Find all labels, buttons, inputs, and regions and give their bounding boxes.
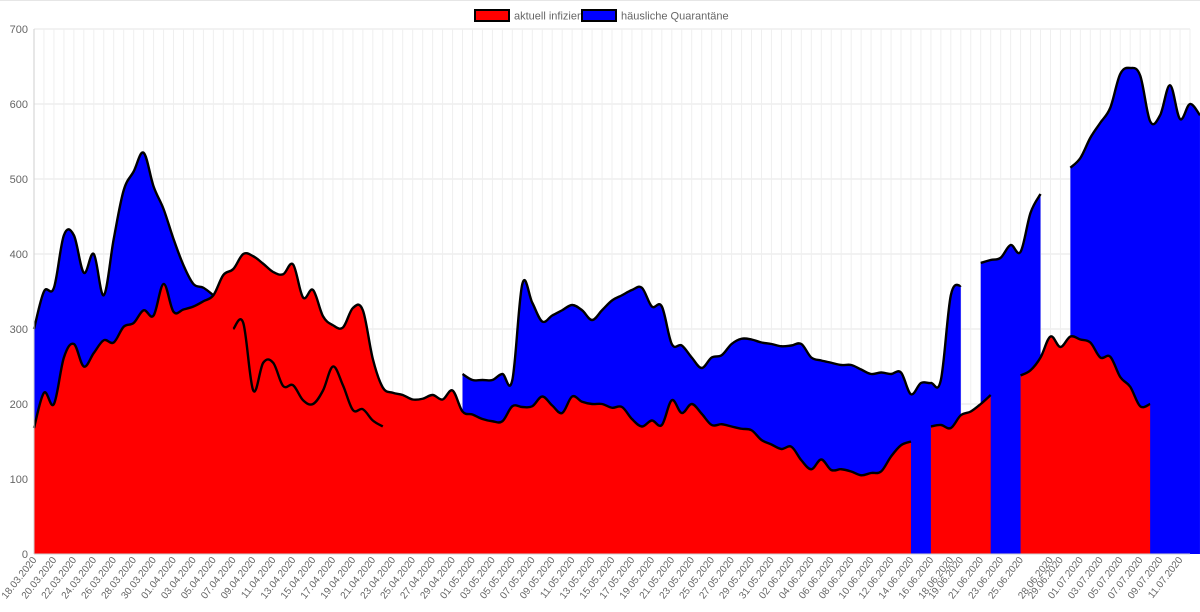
- series-quarantine-line: [980, 193, 1042, 265]
- series-infected-line: [1020, 335, 1151, 409]
- series-infected-line: [32, 251, 912, 477]
- y-tick-label: 400: [10, 249, 28, 261]
- legend-swatch-quarantine: [581, 9, 617, 22]
- series-infected-area: [34, 253, 911, 555]
- series-infected-line: [232, 318, 384, 428]
- y-tick-label: 0: [22, 549, 28, 561]
- y-tick-label: 500: [10, 174, 28, 186]
- y-tick-label: 300: [10, 324, 28, 336]
- series-quarantine-line: [1069, 66, 1200, 169]
- series-infected-area: [930, 395, 991, 554]
- legend-label-quarantine: häusliche Quarantäne: [621, 11, 729, 23]
- y-tick-label: 200: [10, 399, 28, 411]
- legend-label-infected: aktuell infiziert: [514, 11, 584, 23]
- y-tick-label: 600: [10, 99, 28, 111]
- series-infected-line: [930, 394, 992, 430]
- series-quarantine-line: [32, 151, 215, 330]
- series-quarantine-line: [461, 279, 962, 396]
- y-tick-label: 100: [10, 474, 28, 486]
- series-infected-area: [1020, 336, 1151, 554]
- legend-swatch-infected: [474, 9, 510, 22]
- legend: aktuell infiziert häusliche Quarantäne: [474, 9, 729, 23]
- series-areas: [32, 66, 1200, 555]
- axes: 010020030040050060070018.03.202020.03.20…: [0, 24, 1190, 601]
- y-tick-label: 700: [10, 24, 28, 36]
